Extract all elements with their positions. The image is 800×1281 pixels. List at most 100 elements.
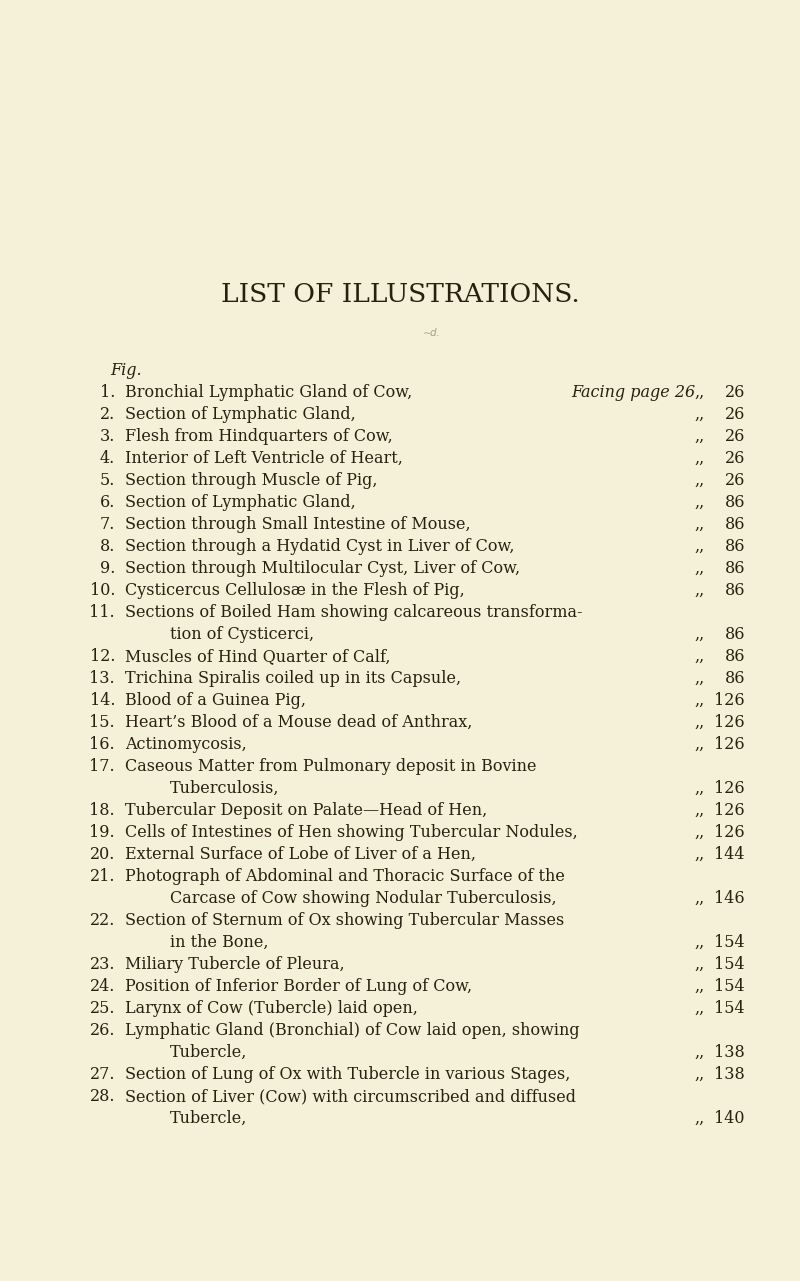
Text: 126: 126 [714, 737, 745, 753]
Text: ,,: ,, [694, 428, 705, 445]
Text: 19.: 19. [90, 824, 115, 842]
Text: ,,: ,, [694, 1111, 705, 1127]
Text: Section through Muscle of Pig,: Section through Muscle of Pig, [125, 471, 378, 489]
Text: 14.: 14. [90, 692, 115, 708]
Text: Tubercle,: Tubercle, [170, 1044, 247, 1061]
Text: Flesh from Hindquarters of Cow,: Flesh from Hindquarters of Cow, [125, 428, 393, 445]
Text: 20.: 20. [90, 845, 115, 863]
Text: 9.: 9. [100, 560, 115, 576]
Text: Caseous Matter from Pulmonary deposit in Bovine: Caseous Matter from Pulmonary deposit in… [125, 758, 537, 775]
Text: ,,: ,, [694, 824, 705, 842]
Text: 21.: 21. [90, 869, 115, 885]
Text: Tubercle,: Tubercle, [170, 1111, 247, 1127]
Text: 8.: 8. [100, 538, 115, 555]
Text: 17.: 17. [90, 758, 115, 775]
Text: 86: 86 [725, 560, 745, 576]
Text: ,,: ,, [694, 802, 705, 819]
Text: Tuberculosis,: Tuberculosis, [170, 780, 279, 797]
Text: Lymphatic Gland (Bronchial) of Cow laid open, showing: Lymphatic Gland (Bronchial) of Cow laid … [125, 1022, 580, 1039]
Text: ,,: ,, [694, 692, 705, 708]
Text: ,,: ,, [694, 890, 705, 907]
Text: 138: 138 [714, 1066, 745, 1082]
Text: ,,: ,, [694, 450, 705, 468]
Text: ,,: ,, [694, 516, 705, 533]
Text: ,,: ,, [694, 384, 705, 401]
Text: ,,: ,, [694, 648, 705, 665]
Text: ,,: ,, [694, 780, 705, 797]
Text: Heart’s Blood of a Mouse dead of Anthrax,: Heart’s Blood of a Mouse dead of Anthrax… [125, 714, 472, 731]
Text: 86: 86 [725, 494, 745, 511]
Text: 26: 26 [725, 471, 745, 489]
Text: 26: 26 [725, 384, 745, 401]
Text: ,,: ,, [694, 934, 705, 951]
Text: 138: 138 [714, 1044, 745, 1061]
Text: Miliary Tubercle of Pleura,: Miliary Tubercle of Pleura, [125, 956, 345, 974]
Text: Section of Liver (Cow) with circumscribed and diffused: Section of Liver (Cow) with circumscribe… [125, 1088, 576, 1106]
Text: ,,: ,, [694, 471, 705, 489]
Text: Muscles of Hind Quarter of Calf,: Muscles of Hind Quarter of Calf, [125, 648, 390, 665]
Text: Bronchial Lymphatic Gland of Cow,: Bronchial Lymphatic Gland of Cow, [125, 384, 412, 401]
Text: ,,: ,, [694, 714, 705, 731]
Text: 15.: 15. [90, 714, 115, 731]
Text: 126: 126 [714, 824, 745, 842]
Text: 86: 86 [725, 582, 745, 600]
Text: 25.: 25. [90, 1000, 115, 1017]
Text: Sections of Boiled Ham showing calcareous transforma-: Sections of Boiled Ham showing calcareou… [125, 605, 582, 621]
Text: 10.: 10. [90, 582, 115, 600]
Text: 146: 146 [714, 890, 745, 907]
Text: 140: 140 [714, 1111, 745, 1127]
Text: 3.: 3. [100, 428, 115, 445]
Text: Tubercular Deposit on Palate—Head of Hen,: Tubercular Deposit on Palate—Head of Hen… [125, 802, 487, 819]
Text: 26.: 26. [90, 1022, 115, 1039]
Text: 12.: 12. [90, 648, 115, 665]
Text: 5.: 5. [100, 471, 115, 489]
Text: 126: 126 [714, 692, 745, 708]
Text: Larynx of Cow (Tubercle) laid open,: Larynx of Cow (Tubercle) laid open, [125, 1000, 418, 1017]
Text: ,,: ,, [694, 538, 705, 555]
Text: Trichina Spiralis coiled up in its Capsule,: Trichina Spiralis coiled up in its Capsu… [125, 670, 461, 687]
Text: LIST OF ILLUSTRATIONS.: LIST OF ILLUSTRATIONS. [221, 283, 579, 307]
Text: 154: 154 [714, 934, 745, 951]
Text: 126: 126 [714, 780, 745, 797]
Text: 4.: 4. [100, 450, 115, 468]
Text: ,,: ,, [694, 956, 705, 974]
Text: 86: 86 [725, 538, 745, 555]
Text: 16.: 16. [90, 737, 115, 753]
Text: 2.: 2. [100, 406, 115, 423]
Text: ,,: ,, [694, 406, 705, 423]
Text: in the Bone,: in the Bone, [170, 934, 269, 951]
Text: 23.: 23. [90, 956, 115, 974]
Text: Section of Lymphatic Gland,: Section of Lymphatic Gland, [125, 494, 356, 511]
Text: ,,: ,, [694, 582, 705, 600]
Text: ,,: ,, [694, 845, 705, 863]
Text: Section through a Hydatid Cyst in Liver of Cow,: Section through a Hydatid Cyst in Liver … [125, 538, 514, 555]
Text: External Surface of Lobe of Liver of a Hen,: External Surface of Lobe of Liver of a H… [125, 845, 476, 863]
Text: Section of Lung of Ox with Tubercle in various Stages,: Section of Lung of Ox with Tubercle in v… [125, 1066, 570, 1082]
Text: Section of Sternum of Ox showing Tubercular Masses: Section of Sternum of Ox showing Tubercu… [125, 912, 564, 929]
Text: tion of Cysticerci,: tion of Cysticerci, [170, 626, 314, 643]
Text: 86: 86 [725, 670, 745, 687]
Text: ,,: ,, [694, 494, 705, 511]
Text: Facing page 26: Facing page 26 [571, 384, 695, 401]
Text: ,,: ,, [694, 1000, 705, 1017]
Text: 13.: 13. [90, 670, 115, 687]
Text: Section of Lymphatic Gland,: Section of Lymphatic Gland, [125, 406, 356, 423]
Text: 11.: 11. [90, 605, 115, 621]
Text: 86: 86 [725, 516, 745, 533]
Text: ,,: ,, [694, 737, 705, 753]
Text: ,,: ,, [694, 1066, 705, 1082]
Text: Interior of Left Ventricle of Heart,: Interior of Left Ventricle of Heart, [125, 450, 403, 468]
Text: Section through Multilocular Cyst, Liver of Cow,: Section through Multilocular Cyst, Liver… [125, 560, 520, 576]
Text: 154: 154 [714, 977, 745, 995]
Text: Section through Small Intestine of Mouse,: Section through Small Intestine of Mouse… [125, 516, 470, 533]
Text: 86: 86 [725, 648, 745, 665]
Text: Carcase of Cow showing Nodular Tuberculosis,: Carcase of Cow showing Nodular Tuberculo… [170, 890, 557, 907]
Text: ,,: ,, [694, 1044, 705, 1061]
Text: ,,: ,, [694, 626, 705, 643]
Text: 154: 154 [714, 956, 745, 974]
Text: 24.: 24. [90, 977, 115, 995]
Text: ,,: ,, [694, 670, 705, 687]
Text: 144: 144 [714, 845, 745, 863]
Text: 26: 26 [725, 428, 745, 445]
Text: ,,: ,, [694, 560, 705, 576]
